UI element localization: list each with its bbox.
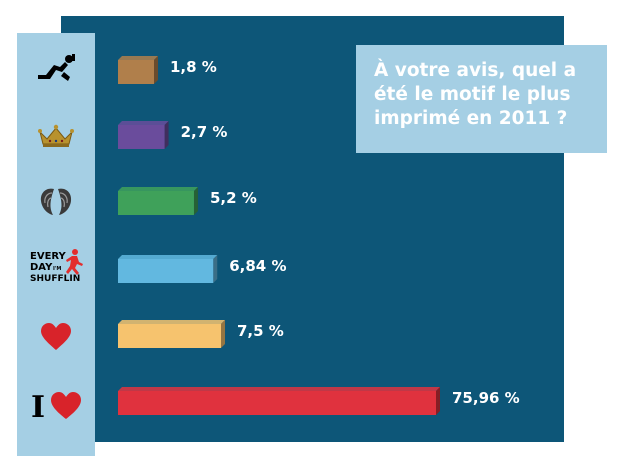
question-text: À votre avis, quel a été le motif le plu… <box>374 60 577 129</box>
bar-4 <box>118 255 218 283</box>
bar-value-label-4: 6,84 % <box>229 257 286 275</box>
bar-5 <box>118 320 225 348</box>
bar-value-label-1: 1,8 % <box>170 58 217 76</box>
icon-sidebar <box>17 33 95 456</box>
crown-icon <box>17 120 95 152</box>
bar-1 <box>118 56 158 84</box>
shufflin-line2: DAY <box>30 262 53 273</box>
question-box: À votre avis, quel a été le motif le plu… <box>356 45 607 153</box>
angel-wings-icon <box>17 184 95 218</box>
heart-icon <box>17 320 95 354</box>
dude-drinking-icon <box>17 52 95 84</box>
shufflin-line3: SHUFFLIN <box>30 274 80 284</box>
bar-3 <box>118 187 198 215</box>
running-man-icon <box>66 249 83 275</box>
bar-value-label-2: 2,7 % <box>181 123 228 141</box>
everyday-shufflin-icon: EVERY DAY I'M SHUFFLIN <box>17 247 95 291</box>
shufflin-small: I'M <box>53 266 61 272</box>
i-love-letter: I <box>31 390 45 421</box>
bar-6 <box>118 387 440 415</box>
bar-value-label-6: 75,96 % <box>452 389 520 407</box>
shufflin-line1: EVERY <box>30 251 67 262</box>
bar-2 <box>118 121 169 149</box>
bar-value-label-3: 5,2 % <box>210 189 257 207</box>
i-love-icon: I <box>17 385 95 425</box>
bar-value-label-5: 7,5 % <box>237 322 284 340</box>
